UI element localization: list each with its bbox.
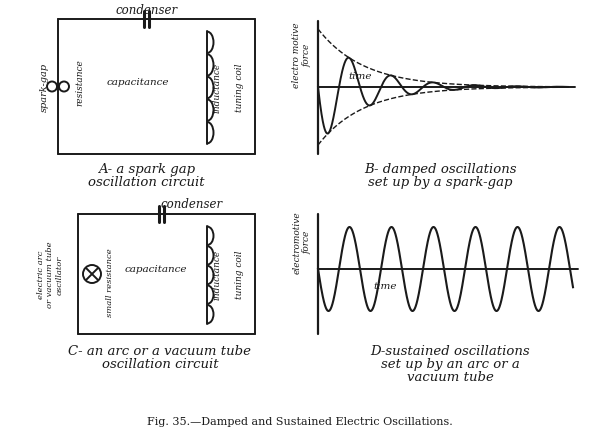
Text: time: time xyxy=(373,281,397,290)
Text: electro motive
force: electro motive force xyxy=(292,22,312,88)
Text: set up by an arc or a: set up by an arc or a xyxy=(380,358,520,371)
Text: resistance: resistance xyxy=(76,59,85,106)
Text: condenser: condenser xyxy=(115,3,178,16)
Text: spark-gap: spark-gap xyxy=(40,63,49,112)
Text: small resistance: small resistance xyxy=(106,248,114,317)
Text: B- damped oscillations: B- damped oscillations xyxy=(364,163,516,176)
Text: set up by a spark-gap: set up by a spark-gap xyxy=(368,176,512,189)
Text: A- a spark gap: A- a spark gap xyxy=(98,163,195,176)
Text: inductance: inductance xyxy=(212,62,221,112)
Text: D-sustained oscillations: D-sustained oscillations xyxy=(370,345,530,358)
Text: capacitance: capacitance xyxy=(107,78,169,87)
Text: oscillation circuit: oscillation circuit xyxy=(101,358,218,371)
Text: condenser: condenser xyxy=(160,198,223,211)
Text: inductance: inductance xyxy=(212,249,221,299)
Text: time: time xyxy=(348,72,371,81)
Text: electromotive
force: electromotive force xyxy=(292,210,312,273)
Text: tuning coil: tuning coil xyxy=(235,63,244,112)
Text: electric arc
or vacuum tube
oscillator: electric arc or vacuum tube oscillator xyxy=(37,241,63,308)
Text: C- an arc or a vacuum tube: C- an arc or a vacuum tube xyxy=(68,345,251,358)
Text: Fig. 35.—Damped and Sustained Electric Oscillations.: Fig. 35.—Damped and Sustained Electric O… xyxy=(147,416,453,426)
Text: vacuum tube: vacuum tube xyxy=(407,371,493,384)
Text: capacitance: capacitance xyxy=(125,265,187,274)
Text: oscillation circuit: oscillation circuit xyxy=(88,176,205,189)
Text: tuning coil: tuning coil xyxy=(235,250,244,299)
